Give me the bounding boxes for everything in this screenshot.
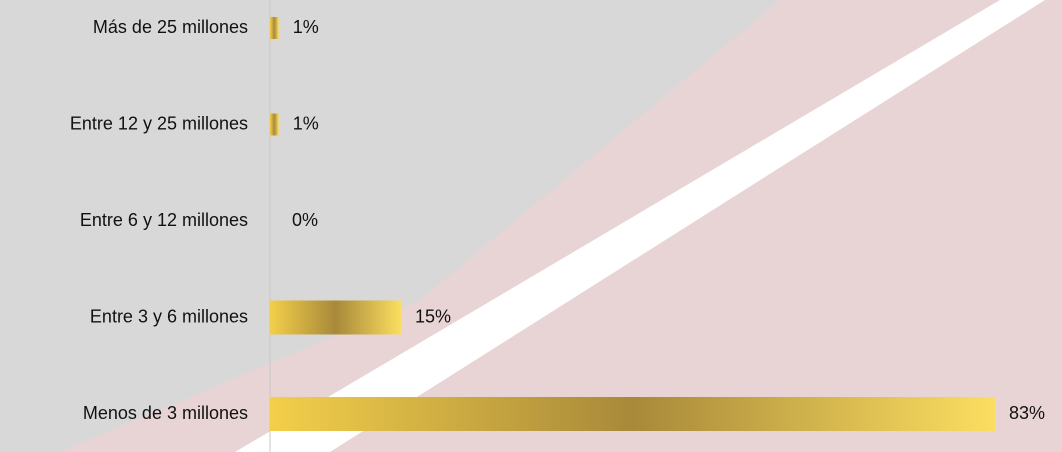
category-label: Entre 3 y 6 millones bbox=[90, 306, 248, 326]
bar bbox=[270, 17, 279, 39]
value-label: 1% bbox=[293, 17, 319, 37]
page: Más de 25 millones 1% Entre 12 y 25 millon… bbox=[0, 0, 1062, 452]
category-label: Menos de 3 millones bbox=[83, 403, 248, 423]
category-label: Entre 12 y 25 millones bbox=[70, 113, 248, 133]
chart: Más de 25 millones 1% Entre 12 y 25 millon… bbox=[0, 0, 1062, 452]
value-label: 1% bbox=[293, 113, 319, 133]
bar bbox=[270, 301, 401, 335]
category-label: Entre 6 y 12 millones bbox=[80, 210, 248, 230]
bar bbox=[270, 397, 995, 431]
category-label: Más de 25 millones bbox=[93, 17, 248, 37]
bar bbox=[270, 114, 279, 136]
value-label: 83% bbox=[1009, 403, 1045, 423]
value-label: 0% bbox=[292, 210, 318, 230]
value-label: 15% bbox=[415, 306, 451, 326]
